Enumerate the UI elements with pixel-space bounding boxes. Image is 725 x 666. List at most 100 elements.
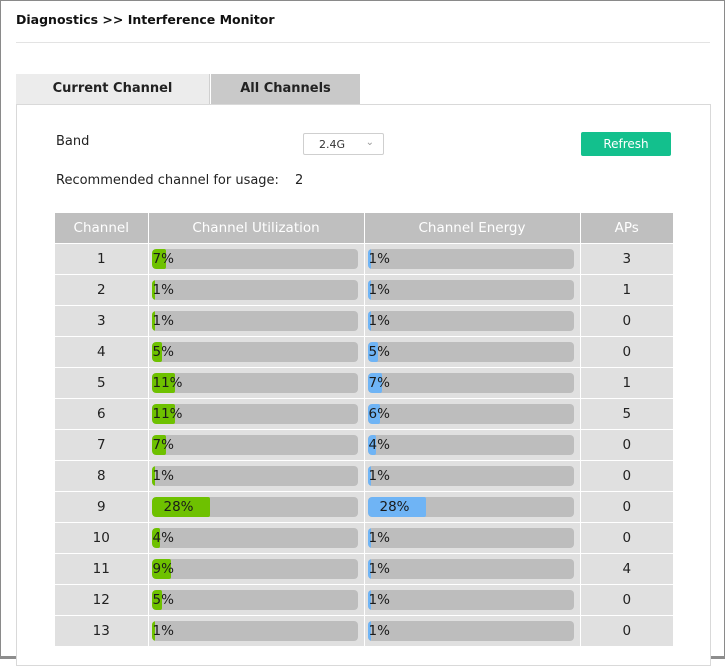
current-channel-panel: Band 2.4G ⌄ Refresh Recommended channel … — [16, 104, 711, 666]
channel-utilization-cell: 11% — [148, 367, 365, 399]
channel-energy-cell: 1% — [364, 460, 581, 492]
energy-bar-fill — [367, 621, 371, 641]
utilization-bar-track: 1% — [151, 621, 358, 641]
utilization-bar-fill — [151, 280, 155, 300]
channel-number: 11 — [55, 553, 149, 585]
energy-bar-track: 4% — [367, 435, 574, 455]
energy-percent-label: 4% — [368, 437, 390, 453]
energy-bar-fill — [367, 311, 371, 331]
utilization-percent-label: 1% — [152, 282, 174, 298]
channel-number: 10 — [55, 522, 149, 554]
tab-all-channels[interactable]: All Channels — [211, 74, 360, 104]
energy-percent-label: 1% — [368, 561, 390, 577]
energy-bar-track: 1% — [367, 559, 574, 579]
aps-count: 0 — [580, 429, 673, 461]
table-row: 5 11% 7% 1 — [55, 367, 673, 399]
utilization-bar-track: 1% — [151, 311, 358, 331]
utilization-percent-label: 9% — [152, 561, 174, 577]
channel-number: 6 — [55, 398, 149, 430]
channel-utilization-cell: 11% — [148, 398, 365, 430]
utilization-bar-track: 28% — [151, 497, 358, 517]
channel-energy-cell: 1% — [364, 553, 581, 585]
utilization-bar-track: 5% — [151, 590, 358, 610]
energy-bar-track: 1% — [367, 280, 574, 300]
channel-energy-cell: 1% — [364, 305, 581, 337]
refresh-button[interactable]: Refresh — [581, 132, 671, 156]
channel-energy-cell: 4% — [364, 429, 581, 461]
channel-number: 4 — [55, 336, 149, 368]
recommended-channel-label: Recommended channel for usage: — [56, 173, 279, 188]
recommended-channel: Recommended channel for usage: 2 — [56, 173, 303, 188]
energy-percent-label: 1% — [368, 592, 390, 608]
channel-energy-cell: 1% — [364, 584, 581, 616]
table-row: 4 5% 5% 0 — [55, 336, 673, 368]
channel-energy-cell: 1% — [364, 615, 581, 646]
table-row: 7 7% 4% 0 — [55, 429, 673, 461]
channel-number: 2 — [55, 274, 149, 306]
energy-bar-fill — [367, 280, 371, 300]
table-row: 1 7% 1% 3 — [55, 243, 673, 275]
energy-bar-fill — [367, 528, 371, 548]
table-row: 3 1% 1% 0 — [55, 305, 673, 337]
channel-utilization-cell: 4% — [148, 522, 365, 554]
utilization-bar-fill — [151, 590, 162, 610]
energy-bar-fill — [367, 373, 382, 393]
channel-utilization-cell: 5% — [148, 336, 365, 368]
channel-utilization-cell: 1% — [148, 460, 365, 492]
channel-number: 3 — [55, 305, 149, 337]
energy-bar-fill — [367, 497, 426, 517]
channel-number: 9 — [55, 491, 149, 523]
utilization-bar-track: 1% — [151, 280, 358, 300]
channel-utilization-cell: 5% — [148, 584, 365, 616]
band-select[interactable]: 2.4G ⌄ — [303, 133, 384, 155]
band-label: Band — [56, 134, 90, 149]
energy-bar-track: 28% — [367, 497, 574, 517]
utilization-percent-label: 5% — [152, 344, 174, 360]
energy-percent-label: 6% — [368, 406, 390, 422]
table-row: 9 28% 28% 0 — [55, 491, 673, 523]
energy-bar-track: 1% — [367, 528, 574, 548]
utilization-bar-track: 4% — [151, 528, 358, 548]
utilization-percent-label: 11% — [152, 406, 183, 422]
aps-count: 1 — [580, 367, 673, 399]
energy-percent-label: 1% — [368, 623, 390, 639]
energy-bar-track: 7% — [367, 373, 574, 393]
aps-count: 0 — [580, 460, 673, 492]
utilization-percent-label: 11% — [152, 375, 183, 391]
energy-percent-label: 1% — [368, 313, 390, 329]
chevron-down-icon: ⌄ — [365, 137, 374, 148]
table-row: 2 1% 1% 1 — [55, 274, 673, 306]
table-row: 10 4% 1% 0 — [55, 522, 673, 554]
energy-percent-label: 28% — [379, 499, 410, 515]
title-divider — [16, 42, 710, 43]
channel-table: Channel Channel Utilization Channel Ener… — [55, 213, 673, 646]
channel-utilization-cell: 9% — [148, 553, 365, 585]
channel-utilization-cell: 7% — [148, 243, 365, 275]
header-aps: APs — [580, 213, 673, 244]
utilization-bar-track: 7% — [151, 249, 358, 269]
utilization-bar-track: 11% — [151, 404, 358, 424]
energy-bar-track: 1% — [367, 466, 574, 486]
channel-energy-cell: 1% — [364, 243, 581, 275]
energy-bar-fill — [367, 559, 371, 579]
energy-percent-label: 1% — [368, 468, 390, 484]
utilization-bar-fill — [151, 528, 160, 548]
utilization-percent-label: 1% — [152, 313, 174, 329]
energy-percent-label: 1% — [368, 251, 390, 267]
utilization-bar-fill — [151, 559, 171, 579]
aps-count: 4 — [580, 553, 673, 585]
utilization-bar-fill — [151, 466, 155, 486]
aps-count: 0 — [580, 305, 673, 337]
table-row: 11 9% 1% 4 — [55, 553, 673, 585]
channel-energy-cell: 5% — [364, 336, 581, 368]
tab-current-channel[interactable]: Current Channel — [16, 74, 210, 104]
utilization-bar-fill — [151, 404, 175, 424]
header-channel-energy: Channel Energy — [364, 213, 581, 244]
utilization-percent-label: 7% — [152, 437, 174, 453]
energy-bar-track: 6% — [367, 404, 574, 424]
energy-bar-track: 1% — [367, 311, 574, 331]
utilization-percent-label: 4% — [152, 530, 174, 546]
channel-number: 1 — [55, 243, 149, 275]
channel-utilization-cell: 1% — [148, 615, 365, 646]
channel-energy-cell: 7% — [364, 367, 581, 399]
